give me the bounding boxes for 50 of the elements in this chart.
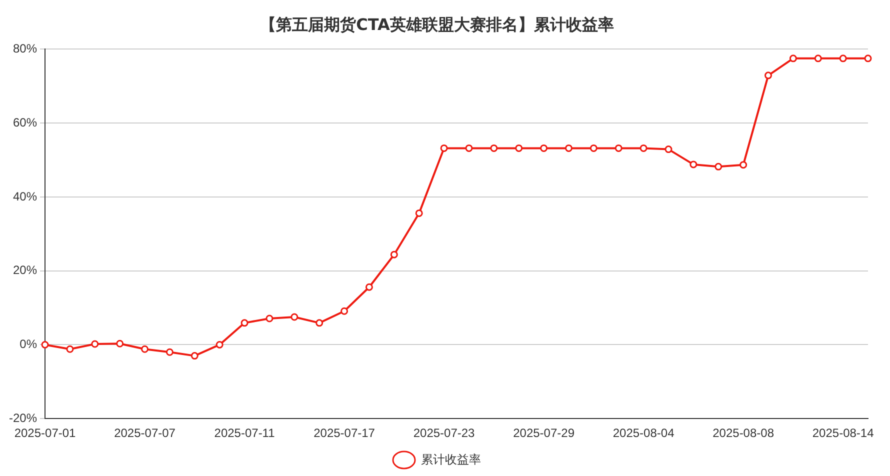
point	[465, 144, 473, 152]
y-tick-label: -20%	[9, 410, 38, 425]
point	[640, 144, 648, 152]
point	[141, 345, 149, 353]
point	[216, 340, 224, 348]
point	[290, 313, 298, 321]
y-tick-label: 20%	[12, 263, 38, 278]
x-tick-label: 2025-07-17	[314, 426, 376, 440]
x-tick-label: 2025-08-14	[812, 426, 874, 440]
point	[515, 144, 523, 152]
point	[740, 161, 748, 169]
point	[166, 348, 174, 356]
point	[415, 209, 423, 217]
point	[664, 146, 672, 154]
point	[116, 340, 124, 348]
x-tick-label: 2025-08-04	[612, 426, 675, 440]
y-tick-label: 40%	[12, 189, 38, 204]
x-tick-label: 2025-08-08	[712, 426, 774, 440]
x-tick-label: 2025-07-07	[114, 426, 176, 440]
point	[340, 307, 348, 315]
x-tick-label: 2025-07-11	[214, 426, 276, 440]
y-tick-label: 80%	[12, 42, 38, 56]
point	[590, 144, 598, 152]
point	[440, 144, 448, 152]
point	[764, 72, 772, 80]
x-tick-label: 2025-07-01	[14, 426, 76, 440]
point	[316, 319, 324, 327]
point	[690, 160, 698, 168]
point	[66, 345, 74, 353]
point	[390, 250, 398, 258]
point	[91, 340, 99, 348]
chart-title: 【第五届期货CTA英雄联盟大赛排名】累计收益率	[260, 14, 614, 34]
point	[714, 162, 722, 170]
point	[490, 144, 498, 152]
point	[814, 54, 822, 62]
x-tick-label: 2025-07-29	[513, 426, 575, 440]
point	[540, 144, 548, 152]
point	[240, 319, 248, 327]
point	[190, 352, 198, 360]
point	[839, 54, 847, 62]
point	[266, 314, 274, 322]
legend-label: 累计收益率	[421, 452, 481, 466]
point	[365, 283, 373, 291]
point	[789, 54, 797, 62]
x-tick-label: 2025-07-23	[413, 426, 476, 440]
point	[564, 144, 572, 152]
point	[864, 54, 872, 62]
y-tick-label: 60%	[12, 115, 38, 130]
point	[614, 144, 622, 152]
y-tick-label: 0%	[20, 337, 38, 352]
